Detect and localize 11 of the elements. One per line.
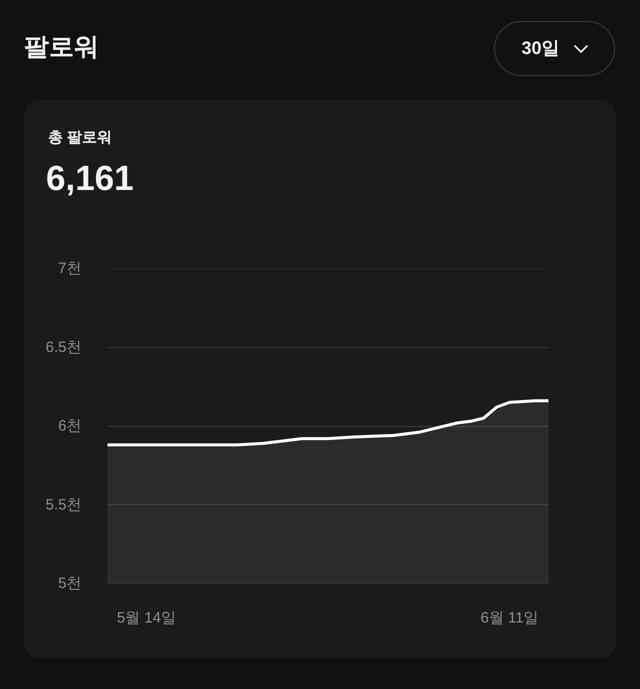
y-tick-label: 5천 — [58, 575, 82, 592]
chart-subtitle: 총 팔로워 — [48, 128, 112, 148]
y-tick-label: 5.5천 — [46, 496, 82, 514]
y-tick-label: 7천 — [58, 260, 82, 277]
x-tick-label: 6월 11일 — [480, 610, 539, 626]
y-tick-label: 6.5천 — [46, 338, 82, 356]
y-tick-label: 6천 — [58, 418, 82, 434]
chart-title: 팔로워 — [24, 32, 99, 63]
x-tick-label: 5월 14일 — [116, 610, 176, 626]
text: 6,161 — [46, 158, 134, 200]
period-dropdown-button: 30일 — [494, 21, 615, 76]
